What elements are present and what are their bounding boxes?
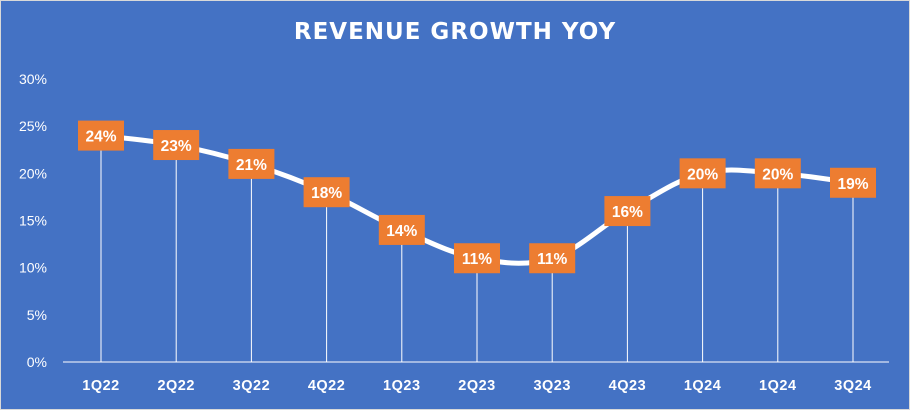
x-tick-label: 4Q22 (308, 378, 345, 394)
data-label-text: 24% (85, 129, 116, 146)
data-label-box (153, 130, 200, 161)
y-tick-label: 0% (27, 354, 47, 370)
y-tick-label: 30% (19, 71, 47, 87)
y-tick-label: 5% (27, 307, 47, 323)
y-tick-label: 10% (19, 260, 47, 276)
data-label-text: 11% (462, 251, 492, 268)
data-label: 11% (529, 243, 576, 274)
data-label-text: 11% (537, 251, 567, 268)
x-tick-label: 3Q23 (533, 378, 570, 394)
data-label-text: 19% (837, 176, 868, 193)
data-label: 20% (754, 158, 801, 189)
data-label: 16% (604, 196, 651, 227)
data-label: 19% (830, 167, 876, 198)
data-label-box (604, 196, 651, 227)
data-label-box (529, 243, 576, 274)
chart-title: REVENUE GROWTH YOY (293, 19, 617, 45)
data-label-box (679, 158, 726, 189)
x-tick-label: 2Q22 (157, 378, 194, 394)
data-label: 11% (454, 243, 500, 274)
x-tick-label: 1Q22 (82, 378, 119, 394)
data-label-text: 20% (687, 166, 718, 183)
data-label-text: 14% (386, 223, 417, 240)
data-label-text: 23% (161, 138, 192, 155)
x-tick-label: 3Q24 (834, 378, 871, 394)
data-label-text: 18% (311, 185, 342, 202)
data-label-box (378, 214, 425, 245)
data-label: 20% (679, 158, 726, 189)
y-tick-label: 15% (19, 213, 47, 229)
data-label-box (78, 120, 124, 151)
data-label-box (754, 158, 801, 189)
data-label-box (830, 167, 876, 198)
data-label-box (454, 243, 500, 274)
data-label-box (303, 177, 350, 208)
data-label-box (228, 148, 275, 179)
x-tick-label: 4Q23 (609, 378, 646, 394)
x-tick-label: 1Q24 (684, 378, 721, 394)
data-label: 18% (303, 177, 350, 208)
y-tick-label: 20% (19, 165, 47, 181)
data-label-text: 20% (762, 166, 793, 183)
x-tick-label: 2Q23 (458, 378, 495, 394)
x-tick-label: 3Q22 (233, 378, 270, 394)
data-label-text: 21% (236, 157, 267, 174)
data-label-text: 16% (612, 204, 643, 221)
y-tick-label: 25% (19, 118, 47, 134)
data-label: 24% (78, 120, 124, 151)
data-label: 14% (378, 214, 425, 245)
x-tick-label: 1Q23 (383, 378, 420, 394)
data-label: 23% (153, 130, 200, 161)
x-tick-label: 1Q24 (759, 378, 796, 394)
data-label: 21% (228, 148, 275, 179)
